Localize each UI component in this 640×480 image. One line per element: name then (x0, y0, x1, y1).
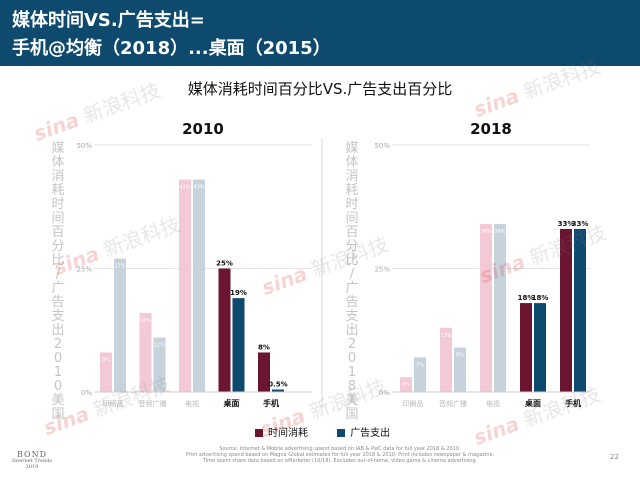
data-label: 33% (572, 220, 589, 228)
data-label: 18% (518, 294, 535, 302)
bar (414, 357, 426, 392)
data-label: 13% (440, 333, 451, 339)
logo-line2: Internet Trends (12, 458, 53, 464)
data-label: 34% (480, 229, 491, 235)
data-label: 27% (114, 264, 125, 270)
bar (100, 352, 112, 392)
y-tick-label: 0% (81, 389, 92, 397)
data-label: 34% (494, 229, 505, 235)
source-line: Time spent share data based on eMarketer… (202, 458, 478, 464)
x-tick-label: 音频广播 (139, 399, 167, 408)
page-number: 22 (610, 453, 619, 461)
bar (218, 268, 231, 392)
y-tick-label: 50% (374, 142, 390, 150)
data-label: 25% (216, 260, 233, 268)
data-label: 7% (416, 362, 424, 368)
data-label: 8% (258, 343, 270, 351)
legend-item-time: 时间消耗 (255, 424, 308, 439)
legend-item-ad: 广告支出 (337, 424, 390, 439)
header-banner: 媒体时间VS.广告支出= 手机@均衡（2018）...桌面（2015） (0, 0, 640, 66)
x-tick-label: 手机 (565, 398, 581, 408)
bar (139, 312, 152, 392)
y-tick-label: 25% (76, 266, 92, 274)
bar (440, 327, 452, 392)
legend-swatch-time (255, 429, 263, 437)
legend-swatch-ad (337, 429, 346, 437)
bar (574, 228, 586, 392)
data-label: 16% (140, 318, 151, 324)
bond-logo: BOND Internet Trends 2019 (12, 450, 53, 471)
chart-subtitle: 媒体消耗时间百分比VS.广告支出百分比 (187, 80, 453, 98)
bar (258, 352, 270, 392)
data-label: 43% (193, 185, 204, 191)
legend-label-time: 时间消耗 (268, 428, 308, 439)
chart-legend: 时间消耗 广告支出 (255, 424, 416, 439)
chart-title: 2010 (182, 120, 224, 138)
bar (454, 347, 466, 392)
data-label: 18% (532, 294, 549, 302)
x-tick-label: 印刷品 (403, 400, 424, 408)
x-tick-label: 电视 (185, 399, 199, 408)
header-title-line1: 媒体时间VS.广告支出= (12, 10, 205, 31)
y-axis-label: 媒体消耗时间百分比/广告支出 2 0 1 0 美国 (51, 141, 64, 422)
logo-line1: BOND (17, 450, 47, 459)
bar (480, 224, 492, 392)
logo-line3: 2019 (25, 464, 39, 470)
bar (560, 228, 572, 392)
source-line: Source: Internet & Mobile advertising sp… (219, 446, 461, 452)
legend-label-ad: 广告支出 (350, 428, 391, 439)
data-label: 19% (230, 289, 247, 297)
y-tick-label: 0% (379, 389, 390, 397)
data-label: 43% (179, 185, 190, 191)
x-tick-label: 音频广播 (439, 399, 467, 408)
bar (232, 298, 245, 392)
bar (179, 179, 191, 392)
x-tick-label: 印刷品 (103, 400, 124, 408)
x-tick-label: 电视 (486, 399, 500, 408)
bar (400, 377, 412, 392)
bar (272, 389, 284, 392)
source-line: Print advertising spend based on Magna G… (185, 452, 495, 458)
x-tick-label: 桌面 (524, 398, 541, 408)
data-label: 3% (402, 382, 410, 388)
chart-title: 2018 (470, 120, 512, 138)
bar (114, 258, 126, 392)
y-tick-label: 25% (374, 266, 390, 274)
bar (534, 303, 546, 392)
bar (193, 179, 205, 392)
y-axis-label: 媒体消耗时间百分比/广告支出 2 0 1 8 美国 (345, 141, 358, 422)
data-label: 33% (558, 220, 575, 228)
y-tick-label: 50% (76, 142, 92, 150)
x-tick-label: 桌面 (223, 398, 240, 408)
bar (494, 224, 506, 392)
source-note: Source: Internet & Mobile advertising sp… (130, 446, 550, 464)
data-label: 9% (456, 353, 464, 359)
data-label: 8% (102, 357, 110, 363)
x-tick-label: 手机 (263, 398, 279, 408)
header-title-line2: 手机@均衡（2018）...桌面（2015） (12, 38, 331, 59)
data-label: 0.5% (268, 381, 287, 389)
bar (153, 337, 166, 392)
data-label: 11% (154, 343, 165, 349)
bar (520, 303, 532, 392)
